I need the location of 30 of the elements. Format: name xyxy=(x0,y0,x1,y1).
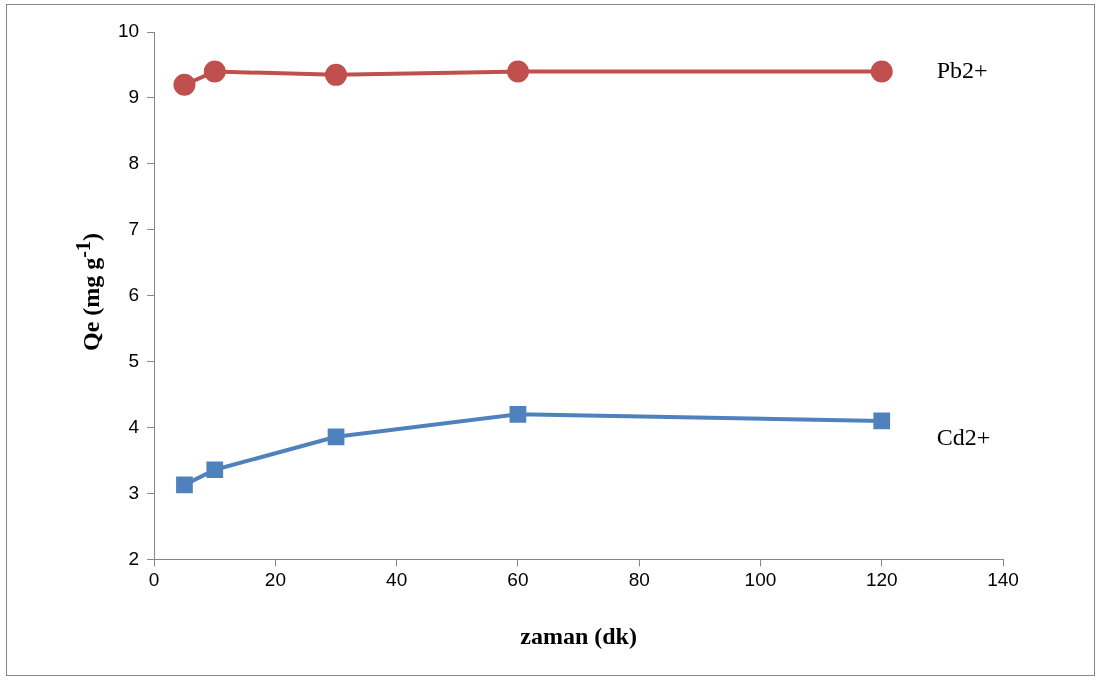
y-tick-label: 5 xyxy=(128,349,140,371)
y-tick-label: 9 xyxy=(128,86,140,108)
point xyxy=(206,461,224,479)
point xyxy=(873,412,891,430)
x-axis-title: zaman (dk) xyxy=(520,622,637,649)
point xyxy=(176,476,193,494)
y-tick-label: 3 xyxy=(128,481,140,503)
y-tick-label: 2 xyxy=(128,547,140,569)
point xyxy=(327,428,345,446)
y-tick-label: 10 xyxy=(117,20,140,42)
x-tick-label: 140 xyxy=(987,569,1019,591)
y-tick-label: 8 xyxy=(128,152,140,174)
x-tick-label: 40 xyxy=(386,569,408,591)
x-tick-label: 100 xyxy=(744,569,777,591)
x-tick-label: 0 xyxy=(148,569,160,591)
y-tick-label: 6 xyxy=(128,283,140,305)
point xyxy=(325,63,348,86)
series-label: Pb2+ xyxy=(936,56,988,83)
point xyxy=(506,60,529,83)
point xyxy=(870,60,893,83)
point xyxy=(203,60,226,83)
x-tick-label: 60 xyxy=(507,569,529,591)
x-tick-label: 20 xyxy=(264,569,286,591)
x-tick-label: 80 xyxy=(628,569,650,591)
point xyxy=(509,406,527,423)
text: Cd2+ xyxy=(936,424,991,451)
x-tick-label: 120 xyxy=(865,569,898,591)
y-tick-label: 4 xyxy=(128,415,140,437)
point xyxy=(173,73,196,96)
y-tick-label: 7 xyxy=(128,218,140,240)
